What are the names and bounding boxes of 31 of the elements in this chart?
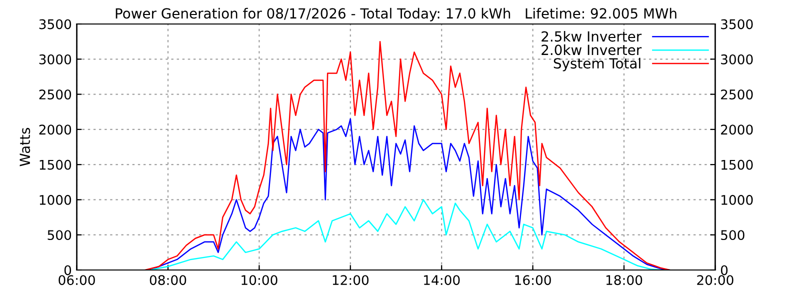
y2-tick-label: 2000 (721, 124, 753, 135)
x-tick-label: 08:00 (150, 275, 186, 286)
y-tick-label: 0 (64, 265, 72, 276)
x-tick-label: 16:00 (515, 275, 551, 286)
y-axis-title: Watts (20, 128, 30, 166)
y-tick-label: 2500 (39, 90, 72, 100)
x-tick-label: 10:00 (242, 275, 278, 286)
y-tick-label: 1500 (40, 160, 72, 170)
line-series (149, 199, 662, 270)
y2-tick-label: 1500 (722, 160, 753, 170)
y2-tick-label: 2500 (721, 90, 753, 100)
y-tick-label: 1000 (40, 194, 72, 205)
x-tick-label: 14:00 (424, 275, 460, 286)
line-series (144, 40, 670, 270)
y2-tick-label: 0 (720, 265, 728, 276)
legend-label: 2.0kw Inverter (542, 44, 642, 56)
chart-title: Power Generation for 08/17/2026 - Total Today: 17.0 kWh Lifetime: 92.005 MWh (116, 8, 676, 22)
y2-tick-label: 500 (721, 230, 744, 240)
legend-label: 2.5kw Inverter (542, 30, 642, 42)
y-tick-label: 500 (48, 230, 72, 240)
y-tick-label: 2000 (39, 124, 72, 135)
x-tick-label: 18:00 (606, 275, 642, 286)
y-tick-label: 3000 (39, 54, 72, 64)
y-tick-label: 3500 (39, 19, 72, 30)
y2-tick-label: 1000 (722, 194, 753, 205)
y2-tick-label: 3500 (721, 19, 753, 30)
x-tick-label: 20:00 (697, 275, 734, 286)
x-tick-label: 12:00 (332, 275, 369, 286)
y2-tick-label: 3000 (721, 54, 753, 64)
x-tick-label: 06:00 (58, 275, 95, 286)
legend-label: System Total (554, 58, 640, 72)
